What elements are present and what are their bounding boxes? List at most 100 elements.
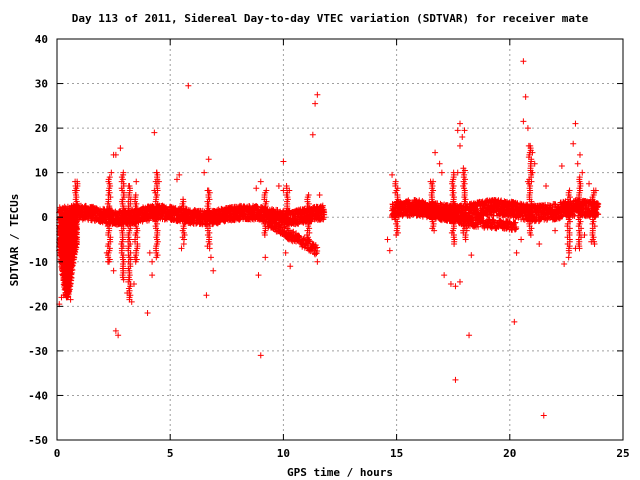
data-point [151,129,158,136]
data-point [205,187,212,194]
data-point [389,171,396,178]
data-point [65,281,72,288]
data-point [436,160,443,167]
data-point [456,278,463,285]
plume-point [74,216,81,223]
spike-point [460,165,467,172]
data-point [58,236,65,243]
data-point [115,332,122,339]
data-point [287,263,294,270]
data-point [112,327,119,334]
data-point [456,120,463,127]
data-point [459,134,466,141]
data-point [146,249,153,256]
data-point [282,249,289,256]
data-point [452,283,459,290]
data-point [314,91,321,98]
data-point [65,249,72,256]
band-point [314,247,321,254]
data-point [108,169,115,176]
data-point [60,292,67,299]
data-point [280,158,287,165]
spike-point [566,187,573,194]
data-point [74,200,81,207]
data-point [112,151,119,158]
band-point [300,236,307,243]
data-point [69,232,76,239]
data-point [386,247,393,254]
band-point [475,223,482,230]
band-point [270,217,277,224]
data-point [461,127,468,134]
data-point [201,169,208,176]
band-point [559,213,566,220]
band-point [513,225,520,232]
data-point [185,82,192,89]
band-point [416,201,423,208]
data-point [144,310,151,317]
data-point [207,254,214,261]
data-point [205,156,212,163]
data-point [447,281,454,288]
data-point [253,185,260,192]
data-point [262,254,269,261]
data-point [255,272,262,279]
band-point [321,211,328,218]
data-point [520,58,527,65]
spike-point [392,178,399,185]
data-point [384,236,391,243]
data-point [518,236,525,243]
data-point [63,285,70,292]
data-point [438,169,445,176]
data-point [314,258,321,265]
data-point [126,183,133,190]
data-point [72,187,79,194]
band-point [295,232,302,239]
band-point [511,220,518,227]
data-point [67,240,74,247]
plume-point [73,216,80,223]
data-point [456,142,463,149]
chart-title: Day 113 of 2011, Sidereal Day-to-day VTE… [72,12,589,25]
data-point [468,252,475,259]
data-point [210,267,217,274]
band-point [266,215,273,222]
data-point [441,272,448,279]
data-point [463,227,470,234]
band-point [203,221,210,228]
data-point [124,289,131,296]
data-point [452,376,459,383]
data-point [117,145,124,152]
data-point [427,178,434,185]
data-point [72,178,79,185]
data-point [450,198,457,205]
data-point [432,149,439,156]
spike-point [576,174,583,181]
data-point [151,187,158,194]
band-point [444,209,451,216]
data-point [110,267,117,274]
spike-point [120,169,127,176]
spike-point [180,196,187,203]
data-point [153,169,160,176]
data-point [63,258,70,265]
spike-point [305,191,312,198]
band-point [271,218,278,225]
data-point [155,178,162,185]
data-point [173,176,180,183]
spike-point [106,174,113,181]
band-point [310,240,317,247]
data-point [466,332,473,339]
data-point [312,100,319,107]
data-point [67,296,74,303]
data-point [257,178,264,185]
data-point [74,183,81,190]
data-point [454,169,461,176]
data-point [106,258,113,265]
data-point [133,178,140,185]
data-series [56,58,602,419]
data-point [128,298,135,305]
spike-point [283,183,290,190]
band-point [419,198,426,205]
data-point [103,249,110,256]
